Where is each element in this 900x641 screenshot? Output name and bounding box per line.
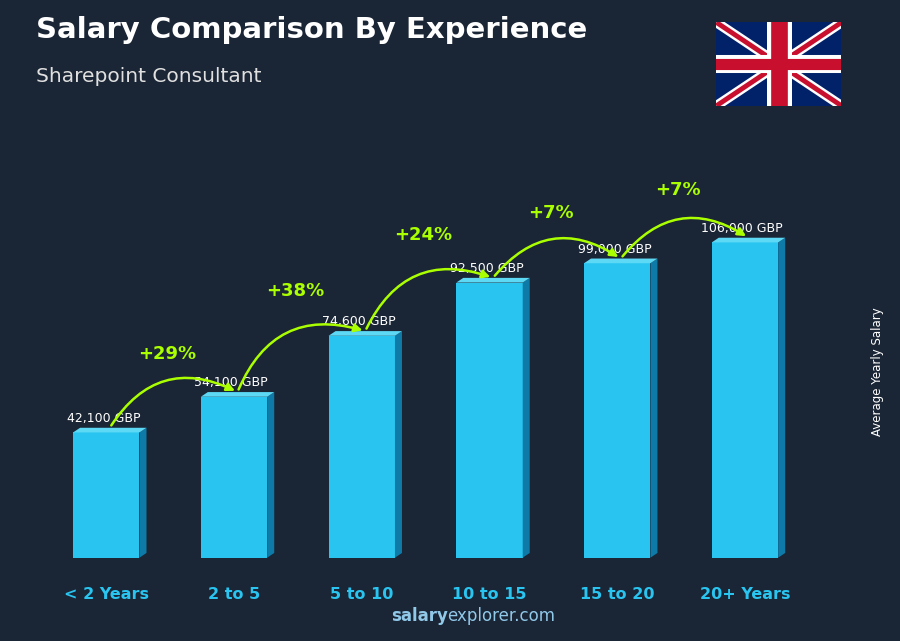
- Bar: [456, 283, 523, 558]
- Text: +7%: +7%: [655, 181, 701, 199]
- Text: +24%: +24%: [393, 226, 452, 244]
- Text: < 2 Years: < 2 Years: [64, 587, 148, 601]
- Polygon shape: [395, 331, 402, 558]
- Text: 10 to 15: 10 to 15: [452, 587, 526, 601]
- Text: 99,000 GBP: 99,000 GBP: [578, 242, 652, 256]
- Text: 5 to 10: 5 to 10: [330, 587, 393, 601]
- Polygon shape: [651, 258, 658, 558]
- Polygon shape: [584, 258, 658, 263]
- Polygon shape: [267, 392, 274, 558]
- Bar: [201, 397, 267, 558]
- Text: Average Yearly Salary: Average Yearly Salary: [871, 308, 884, 436]
- Polygon shape: [712, 238, 785, 242]
- Bar: [328, 336, 395, 558]
- Polygon shape: [456, 278, 530, 283]
- Text: 2 to 5: 2 to 5: [208, 587, 260, 601]
- Polygon shape: [328, 331, 402, 336]
- Polygon shape: [201, 392, 274, 397]
- Text: +7%: +7%: [527, 204, 573, 222]
- Text: +29%: +29%: [139, 345, 196, 363]
- Text: 54,100 GBP: 54,100 GBP: [194, 376, 268, 389]
- Text: 15 to 20: 15 to 20: [580, 587, 654, 601]
- Text: +38%: +38%: [266, 281, 324, 299]
- Text: 74,600 GBP: 74,600 GBP: [322, 315, 396, 328]
- Bar: [712, 242, 778, 558]
- Text: 42,100 GBP: 42,100 GBP: [67, 412, 140, 425]
- Bar: [584, 263, 651, 558]
- Bar: [73, 433, 140, 558]
- Text: salary: salary: [392, 607, 448, 625]
- Polygon shape: [778, 238, 785, 558]
- Text: 20+ Years: 20+ Years: [699, 587, 790, 601]
- Text: 92,500 GBP: 92,500 GBP: [450, 262, 524, 275]
- Polygon shape: [73, 428, 147, 433]
- Text: Salary Comparison By Experience: Salary Comparison By Experience: [36, 16, 587, 44]
- Text: Sharepoint Consultant: Sharepoint Consultant: [36, 67, 262, 87]
- Polygon shape: [140, 428, 147, 558]
- Polygon shape: [523, 278, 530, 558]
- Text: explorer.com: explorer.com: [447, 607, 555, 625]
- Text: 106,000 GBP: 106,000 GBP: [701, 222, 783, 235]
